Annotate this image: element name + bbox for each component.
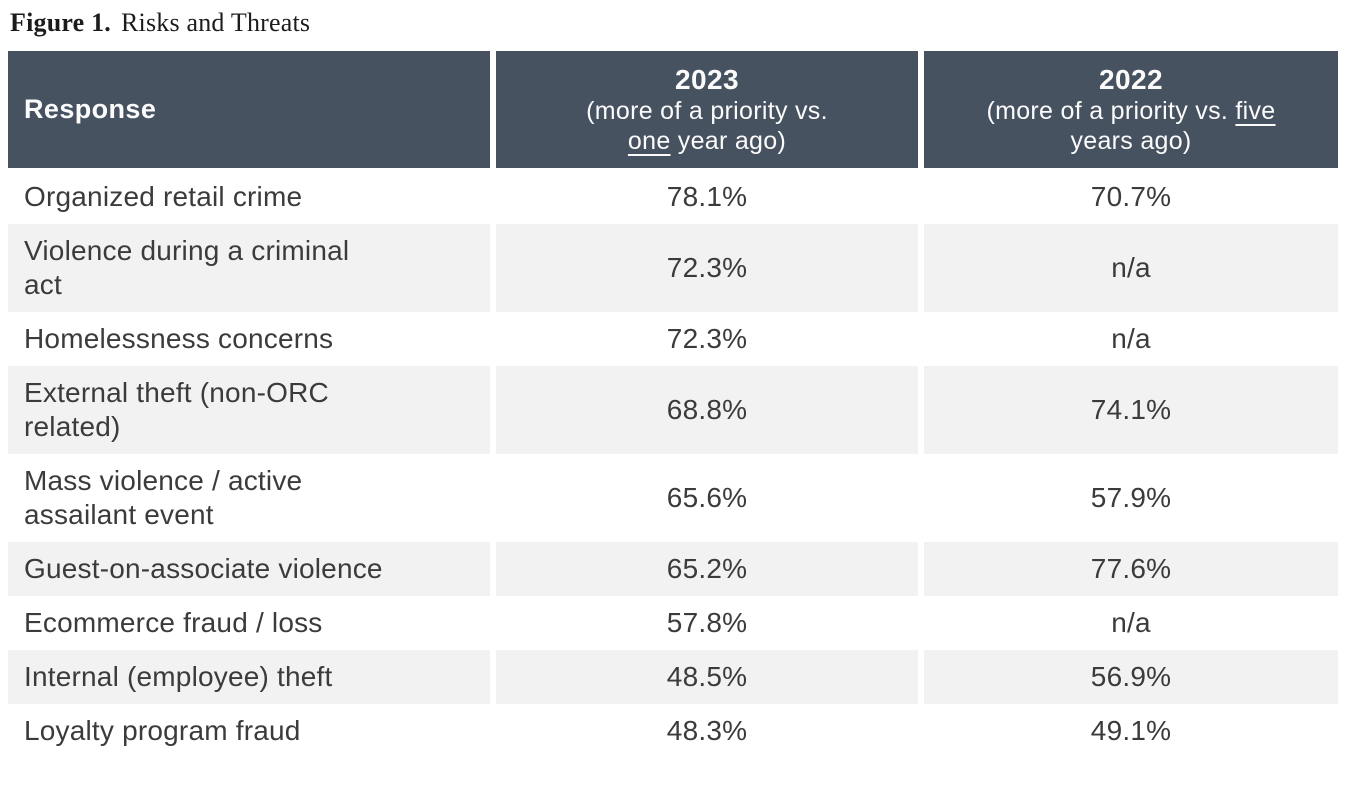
underlined-word-five: five [1235, 97, 1276, 125]
column-subtitle-2023: (more of a priority vs. one year ago) [496, 96, 918, 156]
value-2022-cell: 74.1% [918, 366, 1338, 454]
value-2023-cell: 48.5% [490, 650, 918, 704]
subtitle-suffix: years ago) [1070, 127, 1192, 155]
value-2022-cell: 57.9% [918, 454, 1338, 542]
response-cell: Mass violence / active assailant event [8, 454, 490, 542]
response-cell: Loyalty program fraud [8, 704, 490, 758]
table-row: Organized retail crime 78.1% 70.7% [8, 170, 1338, 224]
year-label-2022: 2022 [1099, 64, 1163, 95]
table-row: Violence during a criminal act 72.3% n/a [8, 224, 1338, 312]
column-header-2023: 2023 (more of a priority vs. one year ag… [490, 51, 918, 170]
table-row: Loyalty program fraud 48.3% 49.1% [8, 704, 1338, 758]
value-2023-cell: 65.6% [490, 454, 918, 542]
value-2023-cell: 68.8% [490, 366, 918, 454]
value-2022-cell: n/a [918, 596, 1338, 650]
subtitle-prefix: (more of a priority vs. [586, 97, 828, 125]
response-cell: Ecommerce fraud / loss [8, 596, 490, 650]
response-cell: External theft (non-ORC related) [8, 366, 490, 454]
value-2022-cell: 49.1% [918, 704, 1338, 758]
response-cell: Guest-on-associate violence [8, 542, 490, 596]
subtitle-prefix: (more of a priority vs. [986, 97, 1236, 125]
figure-label: Figure 1. [10, 8, 111, 37]
value-2022-cell: 56.9% [918, 650, 1338, 704]
response-cell: Violence during a criminal act [8, 224, 490, 312]
table-row: Mass violence / active assailant event 6… [8, 454, 1338, 542]
value-2023-cell: 72.3% [490, 224, 918, 312]
figure-caption: Figure 1. Risks and Threats [0, 0, 1346, 38]
table-row: Guest-on-associate violence 65.2% 77.6% [8, 542, 1338, 596]
column-header-response: Response [8, 51, 490, 170]
value-2023-cell: 78.1% [490, 170, 918, 224]
value-2022-cell: 77.6% [918, 542, 1338, 596]
risks-threats-table: Response 2023 (more of a priority vs. on… [8, 51, 1338, 758]
value-2023-cell: 48.3% [490, 704, 918, 758]
value-2022-cell: n/a [918, 312, 1338, 366]
table-body: Organized retail crime 78.1% 70.7% Viole… [8, 170, 1338, 758]
table-row: External theft (non-ORC related) 68.8% 7… [8, 366, 1338, 454]
table-row: Ecommerce fraud / loss 57.8% n/a [8, 596, 1338, 650]
response-cell: Organized retail crime [8, 170, 490, 224]
table-row: Homelessness concerns 72.3% n/a [8, 312, 1338, 366]
value-2023-cell: 57.8% [490, 596, 918, 650]
underlined-word-one: one [627, 127, 671, 155]
subtitle-suffix: year ago) [670, 127, 787, 155]
table-header: Response 2023 (more of a priority vs. on… [8, 51, 1338, 170]
value-2022-cell: 70.7% [918, 170, 1338, 224]
column-header-2022: 2022 (more of a priority vs. five years … [918, 51, 1338, 170]
table-row: Internal (employee) theft 48.5% 56.9% [8, 650, 1338, 704]
value-2023-cell: 65.2% [490, 542, 918, 596]
header-row: Response 2023 (more of a priority vs. on… [8, 51, 1338, 170]
year-label-2023: 2023 [675, 64, 739, 95]
response-cell: Homelessness concerns [8, 312, 490, 366]
column-subtitle-2022: (more of a priority vs. five years ago) [924, 96, 1338, 156]
response-cell: Internal (employee) theft [8, 650, 490, 704]
figure-title: Risks and Threats [120, 8, 311, 37]
value-2023-cell: 72.3% [490, 312, 918, 366]
value-2022-cell: n/a [918, 224, 1338, 312]
